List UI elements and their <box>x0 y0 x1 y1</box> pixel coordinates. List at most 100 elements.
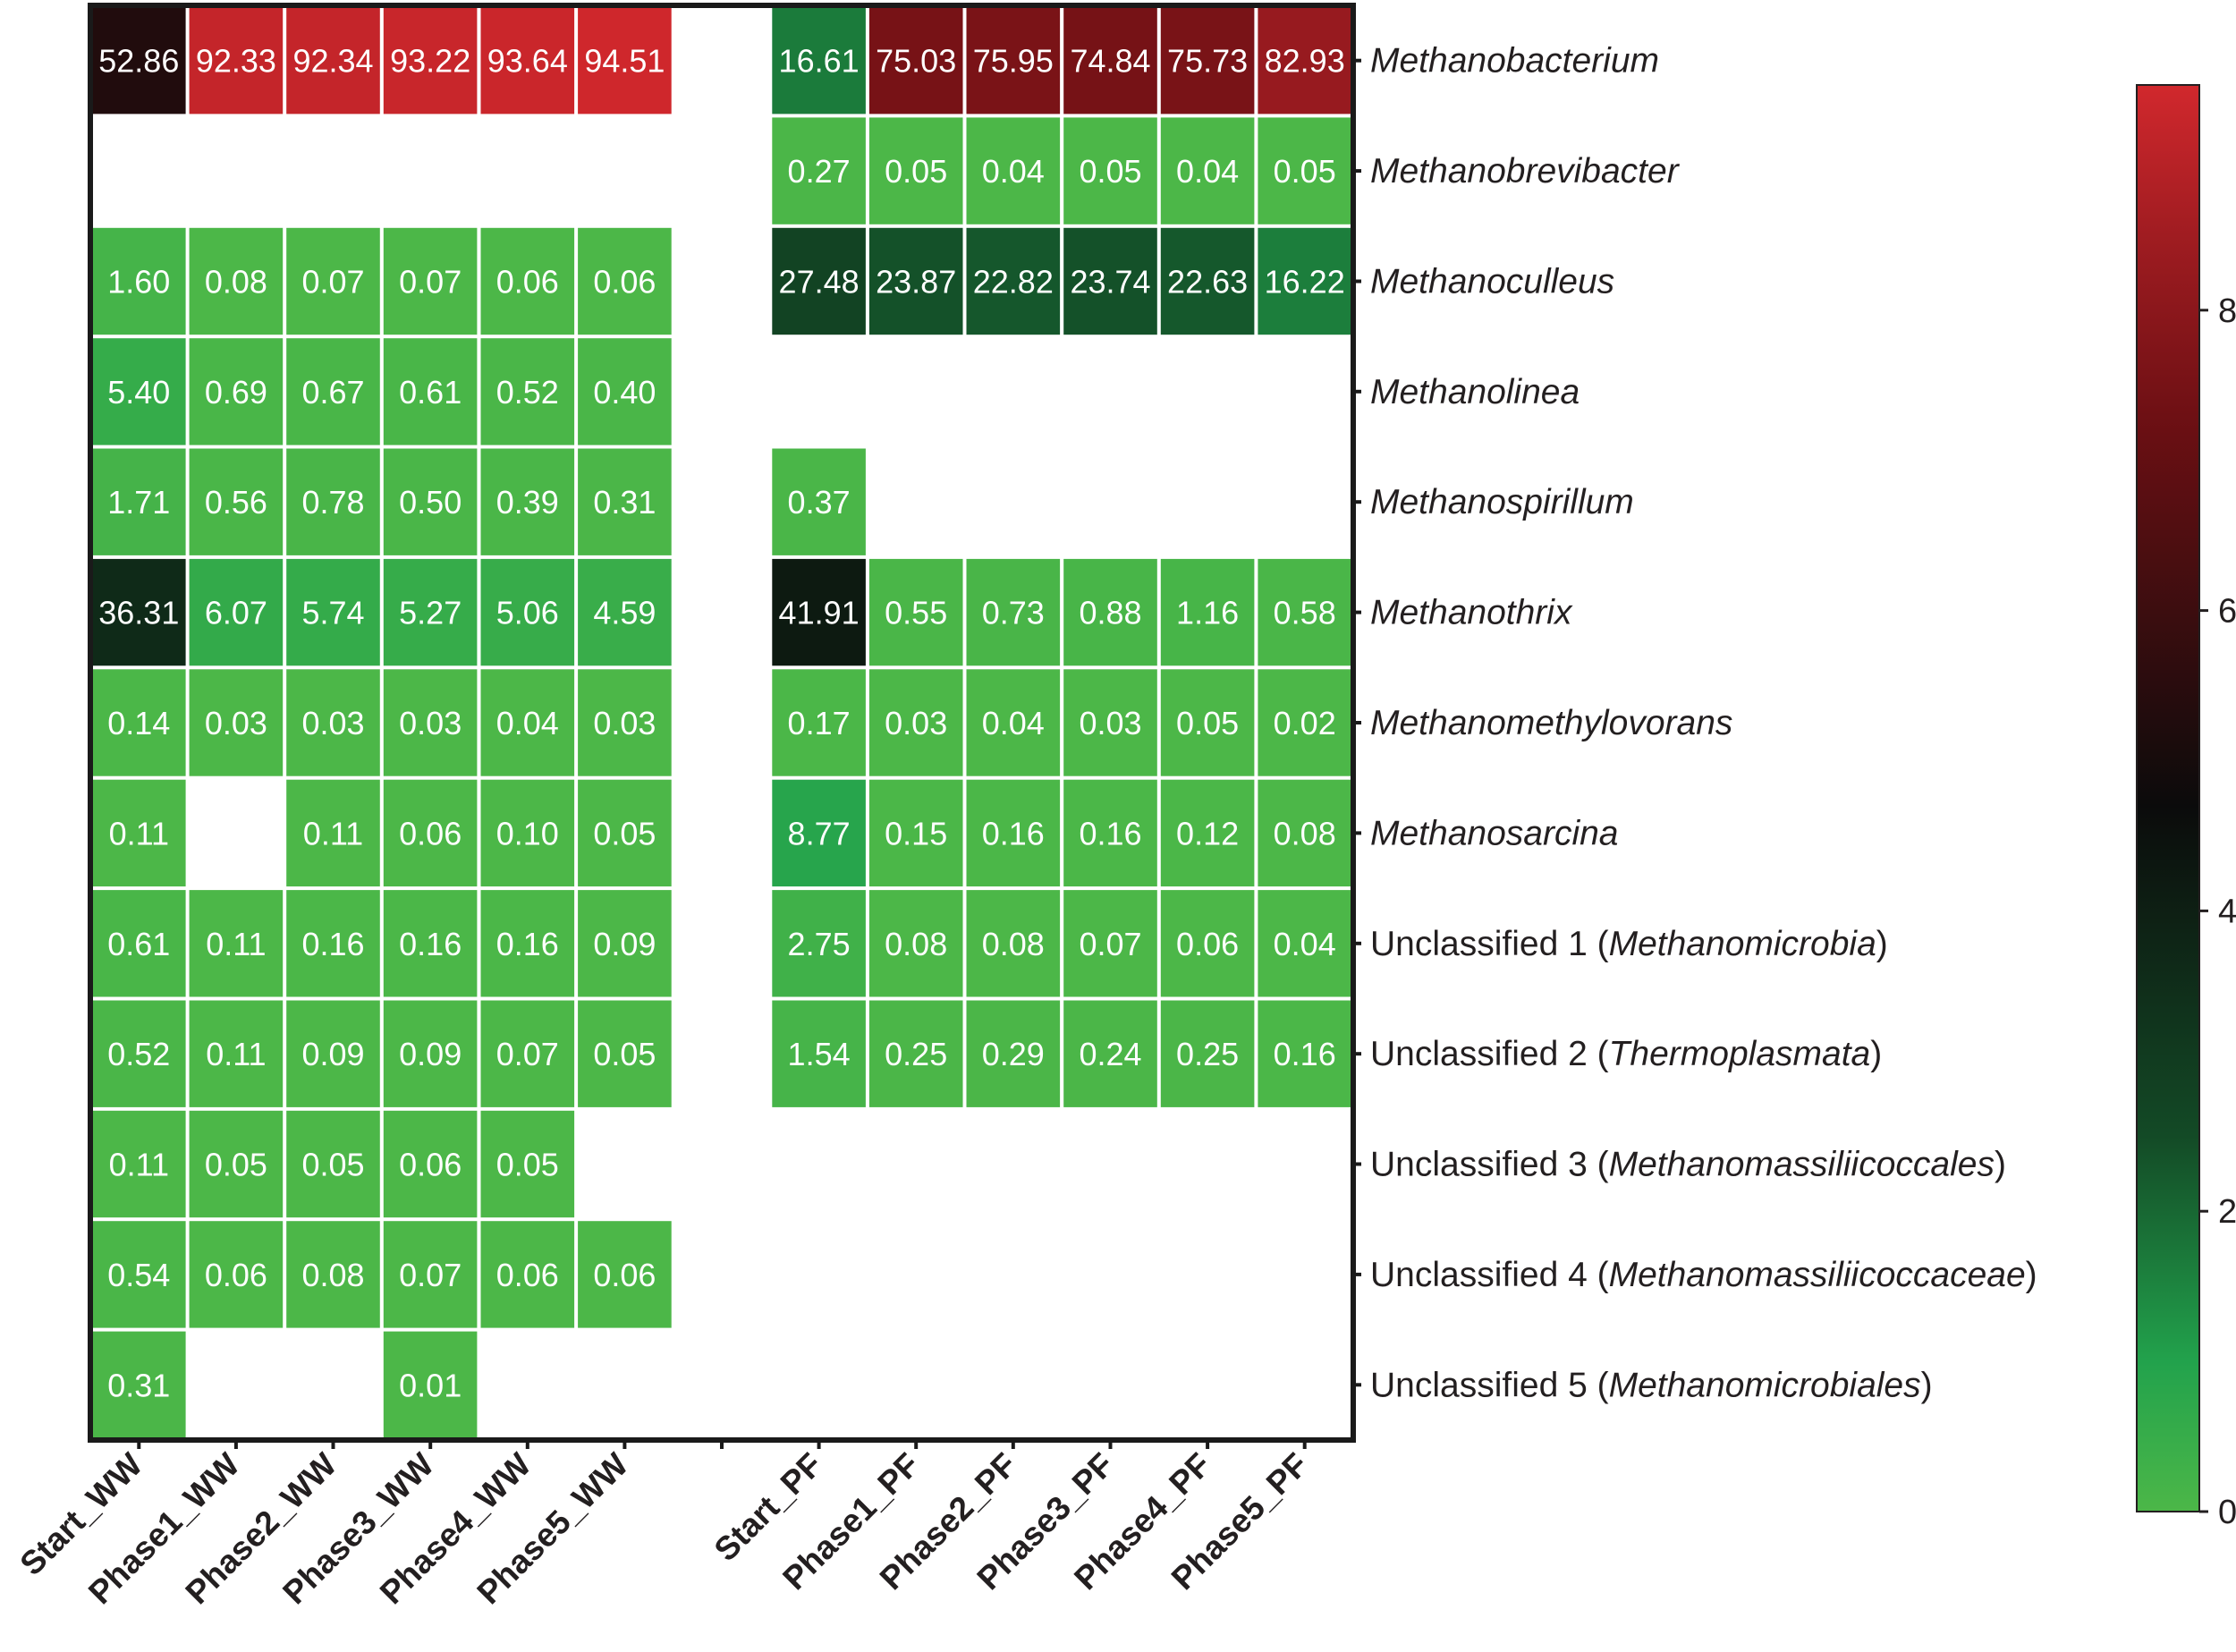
colorbar-tick-label: 60 <box>2218 593 2236 631</box>
heatmap-cell <box>286 1000 380 1107</box>
heatmap-cell <box>578 338 672 445</box>
cell-value-label: 0.08 <box>301 1257 364 1293</box>
row-label: Methanolinea <box>1370 373 1580 411</box>
cell-value-label: 23.74 <box>1070 264 1150 301</box>
cell-value-label: 0.06 <box>205 1257 267 1293</box>
heatmap-cell <box>286 7 380 114</box>
cell-value-label: 0.03 <box>205 705 267 741</box>
heatmap-cell <box>383 227 478 335</box>
cell-value-label: 0.15 <box>885 815 947 851</box>
row-label: Unclassified 3 (Methanomassiliicoccales) <box>1370 1146 2006 1184</box>
cell-value-label: 0.52 <box>496 374 559 411</box>
heatmap-cells: 52.86 92.33 92.34 93.22 93.64 94.51 16.61 75.03… <box>92 7 1351 1438</box>
heatmap-cell <box>286 338 380 445</box>
heatmap-cell <box>1063 227 1157 335</box>
cell-value-label: 0.25 <box>885 1036 947 1072</box>
heatmap-cell <box>966 117 1061 225</box>
cell-value-label: 92.33 <box>196 43 276 80</box>
cell-value-label: 0.11 <box>109 1147 169 1183</box>
cell-value-label: 0.73 <box>982 595 1045 631</box>
heatmap-cell <box>578 1221 672 1328</box>
cell-value-label: 6.07 <box>205 595 267 631</box>
heatmap-cell <box>1063 7 1157 114</box>
cell-value-label: 0.05 <box>496 1147 559 1183</box>
cell-value-label: 0.03 <box>885 705 947 741</box>
cell-value-label: 0.07 <box>399 264 462 301</box>
cell-value-label: 0.61 <box>107 926 170 962</box>
cell-value-label: 0.14 <box>107 705 170 741</box>
heatmap-cell <box>1258 558 1351 666</box>
cell-value-label: 0.31 <box>107 1367 170 1403</box>
cell-value-label: 0.04 <box>982 705 1045 741</box>
row-label: Methanomethylovorans <box>1370 704 1732 742</box>
cell-value-label: 5.40 <box>107 374 170 411</box>
cell-value-label: 75.95 <box>973 43 1054 80</box>
cell-value-label: 0.01 <box>399 1367 462 1403</box>
heatmap-cell <box>383 558 478 666</box>
heatmap-cell <box>1258 117 1351 225</box>
heatmap-cell <box>868 890 963 997</box>
cell-value-label: 93.22 <box>390 43 470 80</box>
heatmap-cell <box>92 7 186 114</box>
cell-value-label: 0.09 <box>301 1036 364 1072</box>
heatmap-cell <box>480 338 575 445</box>
cell-value-label: 0.16 <box>1079 815 1141 851</box>
cell-value-label: 1.16 <box>1176 595 1239 631</box>
heatmap-cell <box>92 1000 186 1107</box>
heatmap-cell <box>286 890 380 997</box>
cell-value-label: 0.31 <box>593 484 656 521</box>
heatmap-cell <box>578 448 672 555</box>
cell-value-label: 0.06 <box>593 1257 656 1293</box>
cell-value-label: 0.05 <box>205 1147 267 1183</box>
cell-value-label: 0.09 <box>593 926 656 962</box>
heatmap-cell <box>1063 890 1157 997</box>
cell-value-label: 0.07 <box>301 264 364 301</box>
cell-value-label: 0.61 <box>399 374 462 411</box>
heatmap-cell <box>189 669 284 776</box>
cell-value-label: 0.05 <box>593 1036 656 1072</box>
heatmap-cell <box>772 7 866 114</box>
heatmap-cell <box>383 7 478 114</box>
cell-value-label: 0.29 <box>982 1036 1045 1072</box>
cell-value-label: 0.69 <box>205 374 267 411</box>
cell-value-label: 75.73 <box>1167 43 1248 80</box>
heatmap-cell <box>189 1221 284 1328</box>
cell-value-label: 5.27 <box>399 595 462 631</box>
heatmap-cell <box>480 448 575 555</box>
heatmap-cell <box>286 448 380 555</box>
heatmap-cell <box>383 890 478 997</box>
cell-value-label: 0.06 <box>496 1257 559 1293</box>
cell-value-label: 0.06 <box>593 264 656 301</box>
cell-value-label: 0.04 <box>982 153 1045 190</box>
heatmap-cell <box>189 7 284 114</box>
heatmap-cell <box>1063 558 1157 666</box>
cell-value-label: 0.16 <box>1274 1036 1336 1072</box>
cell-value-label: 41.91 <box>779 595 860 631</box>
cell-value-label: 0.06 <box>399 1147 462 1183</box>
cell-value-label: 1.71 <box>107 484 170 521</box>
cell-value-label: 0.12 <box>1176 815 1239 851</box>
cell-value-label: 0.88 <box>1079 595 1141 631</box>
cell-value-label: 0.03 <box>593 705 656 741</box>
row-label: Methanoculleus <box>1370 263 1614 301</box>
colorbar-tick-label: 20 <box>2218 1193 2236 1231</box>
cell-value-label: 0.67 <box>301 374 364 411</box>
cell-value-label: 0.78 <box>301 484 364 521</box>
heatmap-cell <box>1258 227 1351 335</box>
row-label: Methanothrix <box>1370 594 1573 632</box>
cell-value-label: 0.07 <box>1079 926 1141 962</box>
cell-value-label: 0.05 <box>301 1147 364 1183</box>
cell-value-label: 0.40 <box>593 374 656 411</box>
cell-value-label: 0.17 <box>788 705 851 741</box>
cell-value-label: 0.07 <box>399 1257 462 1293</box>
cell-value-label: 0.11 <box>303 815 363 851</box>
heatmap-cell <box>1160 227 1255 335</box>
cell-value-label: 5.06 <box>496 595 559 631</box>
cell-value-label: 16.22 <box>1265 264 1345 301</box>
heatmap-cell <box>1063 779 1157 887</box>
cell-value-label: 1.60 <box>107 264 170 301</box>
heatmap-cell <box>92 669 186 776</box>
cell-value-label: 0.16 <box>496 926 559 962</box>
cell-value-label: 36.31 <box>98 595 179 631</box>
heatmap-cell <box>189 227 284 335</box>
